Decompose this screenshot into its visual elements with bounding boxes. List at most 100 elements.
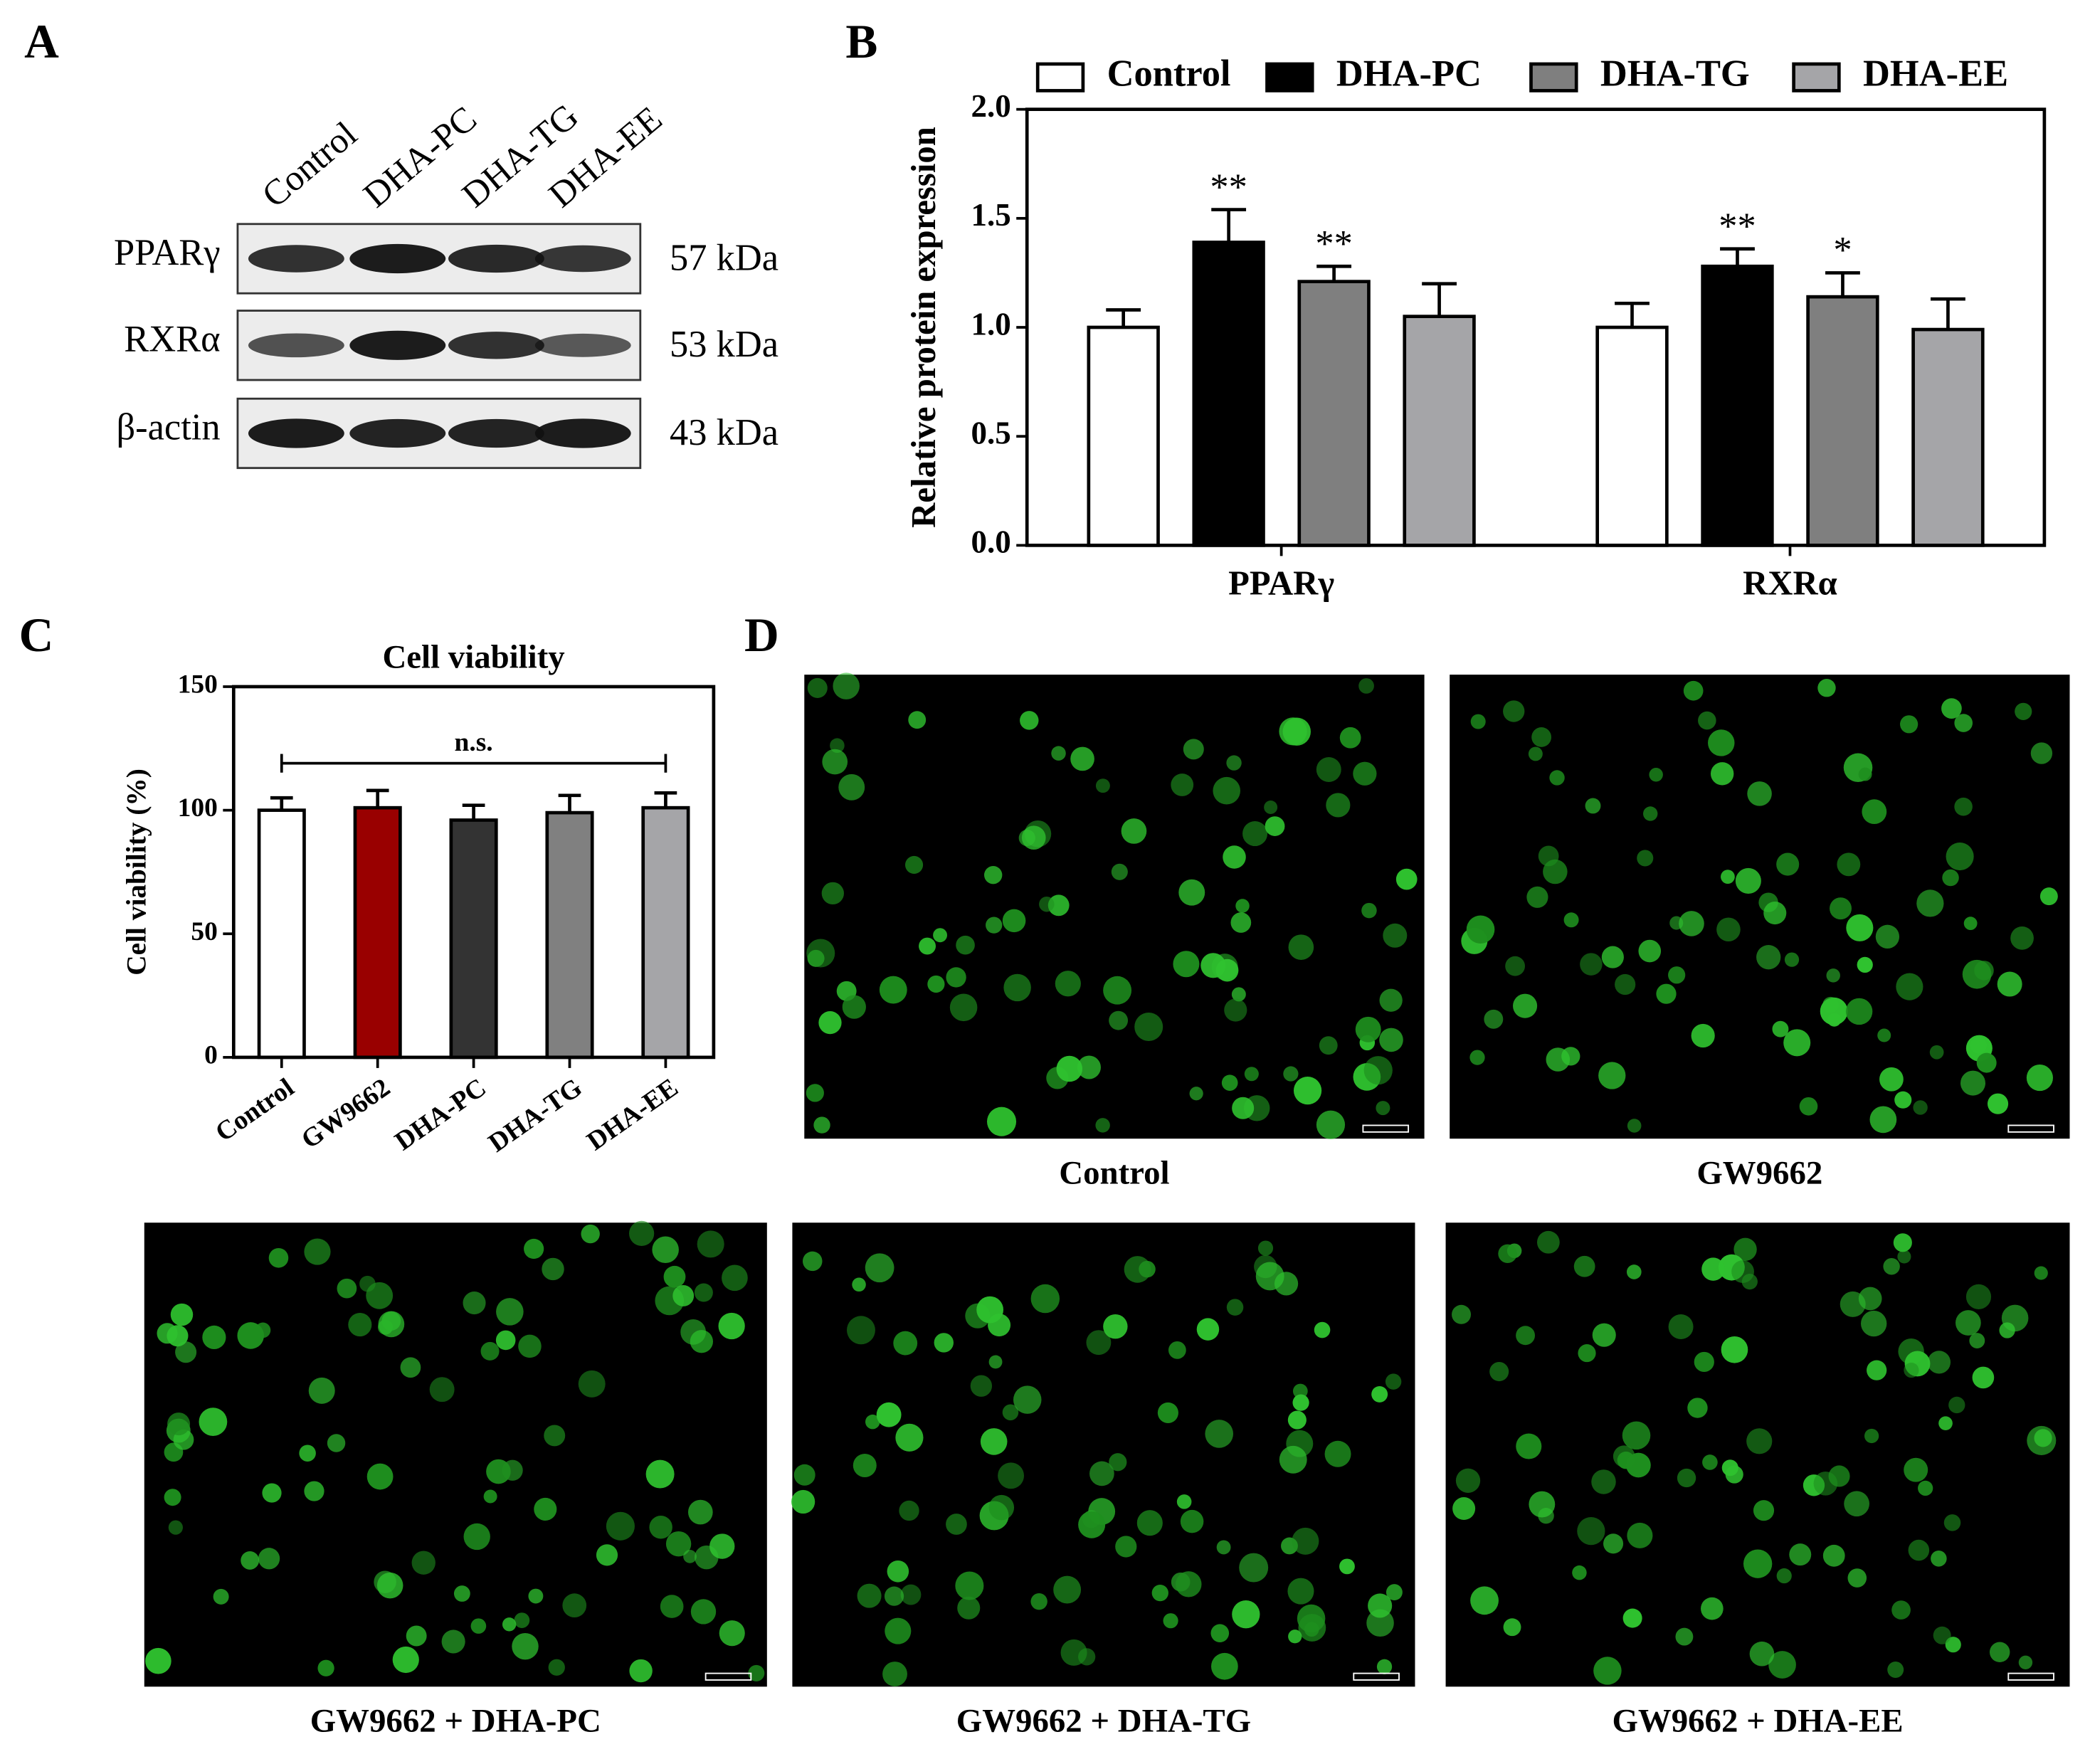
cell [581,1224,600,1244]
cell-layer [1452,1230,2057,1685]
cell [1701,1597,1724,1620]
cell [806,1084,824,1102]
cell [1867,1360,1887,1380]
cell [1111,863,1128,880]
cell [548,1659,565,1676]
cell [1086,1330,1112,1356]
cell [1363,1056,1393,1085]
cell [1627,1119,1642,1133]
cell [1121,818,1147,844]
cell [865,1414,880,1430]
cell [1776,1568,1792,1584]
significance-label: ** [1210,167,1247,208]
cell [495,1330,516,1351]
cell [645,1459,675,1489]
cell [1960,1070,1986,1096]
cell [304,1238,331,1265]
micrograph-label: GW9662 + DHA-EE [1612,1703,1903,1740]
cell [1733,1237,1757,1262]
bar [641,806,690,1060]
cell [1677,1468,1696,1488]
cell [1531,727,1552,747]
cell [680,1319,707,1345]
cell [1189,1087,1203,1101]
cell [1845,998,1873,1025]
cell [299,1445,316,1462]
cell [1287,1410,1307,1430]
blot-band [248,333,344,358]
cell [1687,1398,1708,1418]
cell [1055,971,1081,997]
cell [821,882,844,905]
cell [988,1494,1015,1521]
cell [1837,852,1861,877]
cell [1942,869,1959,887]
cell [1694,1351,1714,1373]
cell [1383,923,1408,948]
cell-layer [806,672,1418,1139]
panel-label: A [24,15,59,68]
cell [366,1463,394,1490]
cell [1753,1500,1775,1521]
cell [1954,714,1973,732]
cell [1221,1074,1238,1091]
cell [1976,1052,1997,1073]
legend-label: DHA-TG [1600,53,1750,95]
cell [976,1296,1004,1324]
cell [694,1283,713,1302]
cell-layer [1461,679,2058,1134]
cell [1314,1321,1331,1338]
cell [1196,1318,1220,1341]
cell [1176,1494,1192,1509]
cell [1716,917,1741,942]
cell [1516,1326,1536,1346]
y-tick-label: 0.5 [971,416,1011,451]
scale-bar [704,1672,752,1681]
cell [1999,1322,2015,1338]
cell [852,1277,866,1292]
cell [514,1612,530,1628]
cell [1163,1613,1178,1629]
panel-label: B [845,15,877,68]
cell [1053,1575,1082,1604]
cell [946,1514,967,1535]
cell [1956,1310,1981,1336]
blot-band [534,245,631,273]
cell [1927,1351,1951,1374]
cell [2039,887,2058,906]
cell [1683,680,1704,701]
cell [998,1462,1025,1489]
x-tick-label: Control [211,1073,300,1148]
cell [802,1251,823,1272]
cell [1954,797,1973,816]
blot-band [248,245,344,273]
cell [1231,987,1246,1002]
cell [1615,973,1636,995]
cell [1702,1454,1718,1470]
cell [1669,916,1684,930]
x-tick-label: PPARγ [1228,564,1334,603]
cell [1883,1258,1900,1275]
lane-label: Control [254,114,364,215]
micrograph [1445,1222,2070,1687]
cell [1731,1260,1754,1283]
cell [1735,867,1761,894]
cell [865,1253,894,1283]
cell [376,1572,403,1599]
cell [308,1377,335,1404]
cell [1103,976,1132,1005]
cell [1030,1593,1047,1610]
cell [304,1481,324,1501]
bar [257,808,306,1060]
cell [1386,1584,1403,1601]
cell [199,1407,228,1437]
scale-bar [1362,1124,1410,1133]
cell [660,1595,684,1618]
size-label: 43 kDa [670,412,779,453]
cell [818,1011,842,1035]
cell [1879,1067,1904,1092]
significance-label: ** [1315,223,1352,265]
cell [1638,939,1662,963]
cell [486,1459,511,1484]
cell [145,1647,171,1674]
